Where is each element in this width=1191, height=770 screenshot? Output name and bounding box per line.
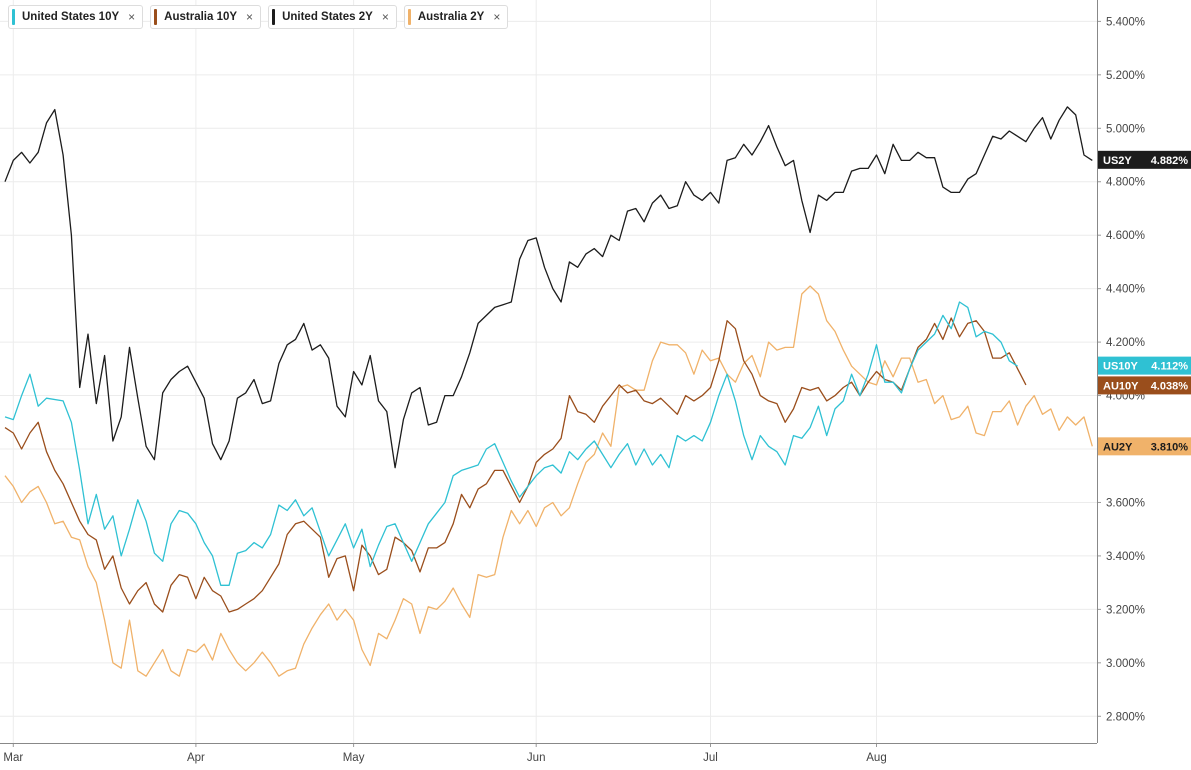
y-tick-label: 4.200% (1106, 337, 1145, 349)
y-tick-label: 3.000% (1106, 658, 1145, 670)
x-tick-label: Aug (866, 752, 886, 764)
tag-background (1098, 356, 1191, 375)
legend-item-au2y[interactable]: Australia 2Y × (403, 5, 509, 29)
series-line-us2y (4, 106, 1093, 469)
axes: 2.800%3.000%3.200%3.400%3.600%3.800%4.00… (0, 0, 1145, 764)
tag-last-value: 4.112% (1151, 361, 1188, 373)
tag-background (1098, 437, 1191, 456)
grid (0, 0, 1097, 743)
tag-series-name: AU2Y (1103, 441, 1133, 453)
tag-series-name: AU10Y (1103, 380, 1139, 392)
legend-label: Australia 10Y (164, 11, 238, 23)
x-tick-label: Mar (3, 752, 23, 764)
tag-background (1098, 150, 1191, 169)
y-tick-label: 3.600% (1106, 497, 1145, 509)
y-tick-label: 5.400% (1106, 16, 1145, 28)
legend-item-us10y[interactable]: United States 10Y × (8, 5, 144, 29)
x-tick-label: Jul (703, 752, 718, 764)
legend-swatch (407, 9, 411, 25)
legend-item-us2y[interactable]: United States 2Y × (268, 5, 397, 29)
series-line-au2y (4, 285, 1093, 677)
last-value-tag-au10y: AU10Y 4.038% (1098, 376, 1191, 395)
close-icon[interactable]: × (128, 10, 136, 24)
legend: United States 10Y × Australia 10Y × Unit… (8, 5, 509, 29)
y-tick-label: 3.400% (1106, 551, 1145, 563)
y-tick-label: 4.400% (1106, 284, 1145, 296)
legend-swatch (12, 9, 15, 25)
x-tick-label: Jun (527, 752, 546, 764)
y-tick-label: 4.600% (1106, 230, 1145, 242)
last-value-tag-au2y: AU2Y 3.810% (1098, 437, 1191, 456)
y-tick-label: 3.200% (1106, 604, 1145, 616)
tag-last-value: 4.038% (1151, 380, 1189, 392)
series-line-us10y (4, 301, 1018, 586)
y-tick-label: 4.800% (1106, 177, 1145, 189)
last-value-tags: US10Y 4.112% AU10Y 4.038% US2Y 4.882% AU2Y 3.81… (1098, 150, 1191, 456)
tag-last-value: 4.882% (1151, 155, 1189, 167)
x-tick-label: Apr (187, 752, 205, 764)
tag-series-name: US10Y (1103, 361, 1139, 373)
close-icon[interactable]: × (246, 10, 254, 24)
series-lines (4, 106, 1093, 677)
legend-swatch (154, 9, 158, 25)
last-value-tag-us10y: US10Y 4.112% (1098, 356, 1191, 375)
y-tick-label: 5.000% (1106, 123, 1145, 135)
tag-last-value: 3.810% (1151, 441, 1189, 453)
tag-background (1098, 376, 1191, 395)
close-icon[interactable]: × (381, 10, 389, 24)
y-tick-label: 2.800% (1106, 711, 1145, 723)
last-value-tag-us2y: US2Y 4.882% (1098, 150, 1191, 169)
legend-label: United States 10Y (22, 11, 120, 23)
legend-label: United States 2Y (282, 11, 373, 23)
series-line-au10y (4, 317, 1027, 613)
tag-series-name: US2Y (1103, 155, 1132, 167)
x-tick-label: May (343, 752, 365, 764)
close-icon[interactable]: × (493, 10, 501, 24)
y-tick-label: 5.200% (1106, 70, 1145, 82)
legend-label: Australia 2Y (417, 11, 485, 23)
legend-swatch (272, 9, 276, 25)
legend-item-au10y[interactable]: Australia 10Y × (150, 5, 262, 29)
